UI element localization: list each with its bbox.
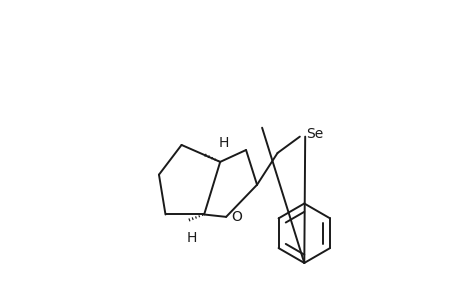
Text: O: O xyxy=(230,210,241,224)
Text: H: H xyxy=(218,136,229,150)
Text: Se: Se xyxy=(305,127,322,141)
Text: H: H xyxy=(187,231,197,245)
